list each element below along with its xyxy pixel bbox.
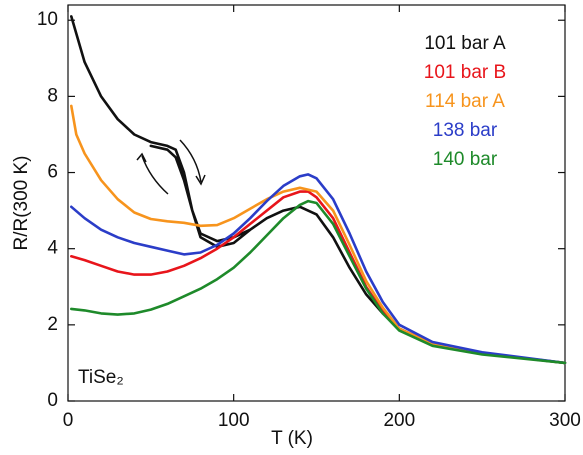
y-axis-label: R/R(300 K) (11, 155, 32, 250)
legend-label: 140 bar (433, 149, 498, 170)
x-axis-label: T (K) (271, 428, 313, 449)
legend-label: 101 bar A (424, 33, 506, 54)
sample-label: TiSe₂ (78, 367, 124, 388)
arrow (179, 139, 202, 183)
arrow (141, 155, 169, 195)
arrow-head (195, 174, 206, 186)
arrow-head (136, 152, 147, 163)
y-tick-label: 0 (47, 390, 58, 411)
line (70, 173, 567, 365)
x-tick-label: 0 (63, 410, 74, 431)
legend-label: 138 bar (433, 120, 498, 141)
y-tick-label: 2 (47, 314, 58, 335)
line (70, 104, 567, 365)
legend-label: 101 bar B (424, 62, 506, 83)
legend-label: 114 bar A (425, 91, 505, 112)
line (70, 199, 567, 365)
x-tick-label: 300 (549, 410, 581, 431)
y-tick-label: 10 (37, 9, 58, 30)
y-tick-label: 8 (47, 85, 58, 106)
x-tick-label: 200 (383, 410, 415, 431)
plot-frame (67, 4, 566, 402)
y-tick-label: 4 (47, 238, 58, 259)
y-tick-label: 6 (47, 162, 58, 183)
x-tick-label: 100 (218, 410, 250, 431)
